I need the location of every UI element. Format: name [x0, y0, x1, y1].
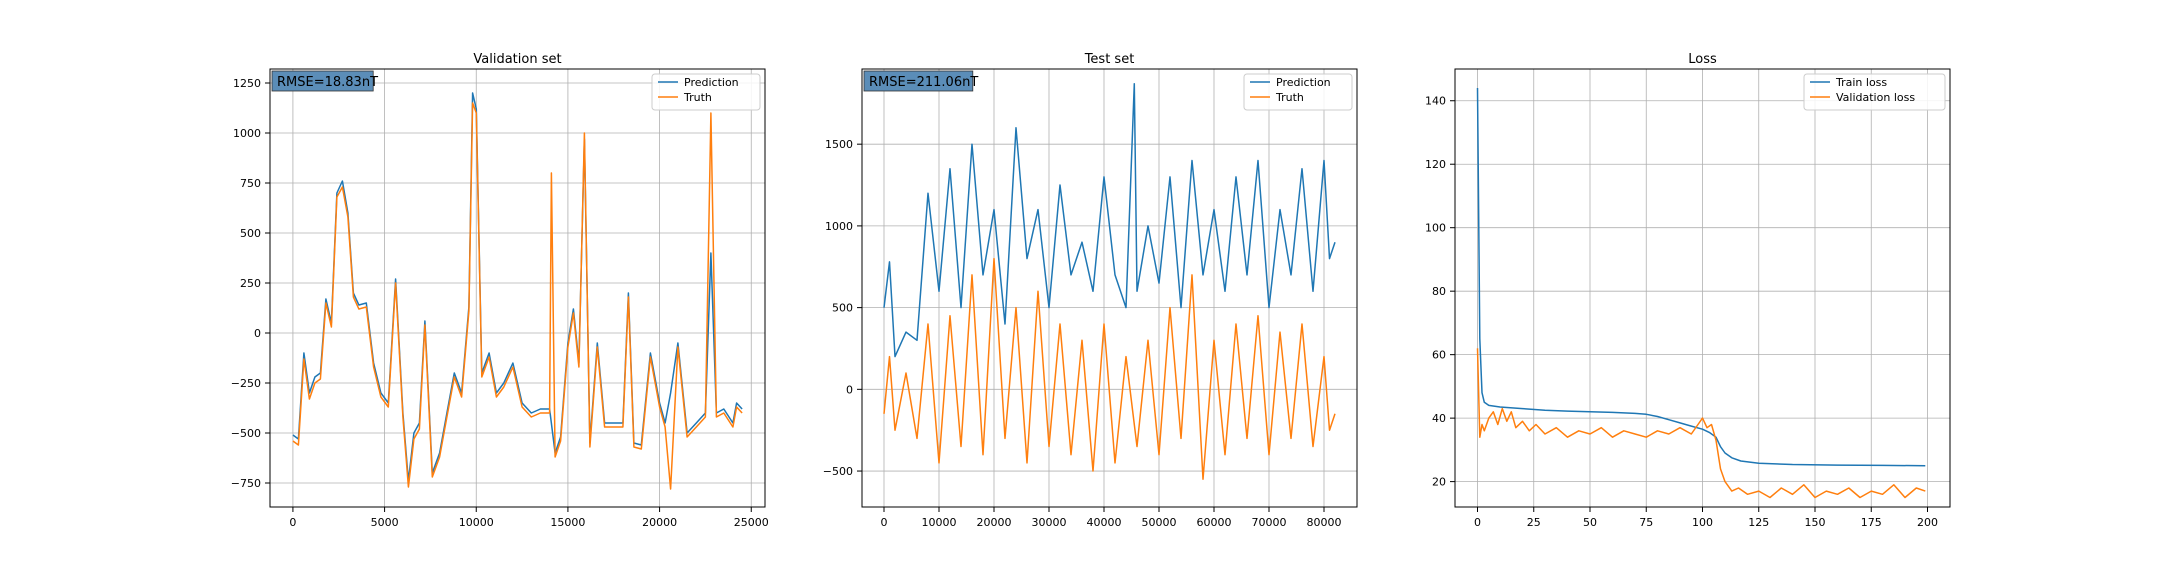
y-tick-label: 0	[846, 383, 853, 396]
x-tick-label: 150	[1805, 516, 1826, 529]
y-tick-label: 60	[1432, 349, 1446, 362]
axes-frame	[861, 68, 1358, 508]
loss-chart: 0 25 50 75 100 125 150 175 200 20 40 60 80 100 120 140 L…	[1425, 52, 1951, 529]
x-tick-label: 10000	[922, 516, 957, 529]
legend-label-prediction: Prediction	[1276, 76, 1331, 89]
y-tick-label: 40	[1432, 412, 1446, 425]
y-tick-label: 1000	[233, 127, 261, 140]
legend-label-validation-loss: Validation loss	[1836, 91, 1915, 104]
axes-frame	[269, 68, 766, 508]
y-tick-label: 1250	[233, 77, 261, 90]
x-tick-label: 200	[1917, 516, 1938, 529]
series-line-prediction	[292, 92, 743, 482]
series-line-train-loss	[1476, 87, 1926, 467]
x-tick-label: 40000	[1087, 516, 1122, 529]
series-line-truth	[292, 102, 743, 490]
legend-box	[651, 73, 761, 111]
y-tick-label: −500	[231, 427, 261, 440]
x-tick-label: 25	[1527, 516, 1541, 529]
x-tick-label: 80000	[1307, 516, 1342, 529]
y-tick-label: 20	[1432, 476, 1446, 489]
legend-label-train-loss: Train loss	[1835, 76, 1887, 89]
x-tick-label: 25000	[734, 516, 769, 529]
x-tick-label: 0	[881, 516, 888, 529]
chart-title: Validation set	[473, 52, 561, 67]
chart-title: Test set	[1084, 52, 1135, 67]
x-tick-label: 70000	[1252, 516, 1287, 529]
x-tick-label: 10000	[459, 516, 494, 529]
rmse-annotation-text: RMSE=18.83nT	[277, 75, 378, 90]
x-tick-label: 125	[1748, 516, 1769, 529]
rmse-annotation-box	[271, 70, 374, 92]
series-line-prediction	[883, 82, 1336, 358]
y-tick-label: 500	[240, 227, 261, 240]
series-line-truth	[883, 257, 1336, 480]
legend-label-truth: Truth	[1275, 91, 1304, 104]
chart-title: Loss	[1688, 52, 1717, 67]
x-tick-label: 0	[289, 516, 296, 529]
legend: Prediction Truth	[651, 73, 761, 111]
validation-set-chart: 0 5000 10000 15000 20000 25000 −750 −500 −250 0 25…	[231, 52, 769, 529]
x-tick-label: 50000	[1142, 516, 1177, 529]
x-tick-label: 0	[1474, 516, 1481, 529]
y-tick-label: 100	[1425, 222, 1446, 235]
x-tick-label: 175	[1861, 516, 1882, 529]
y-tick-label: −750	[231, 477, 261, 490]
legend-box	[1803, 73, 1946, 111]
rmse-annotation: RMSE=211.06nT	[863, 70, 978, 92]
y-tick-label: 140	[1425, 95, 1446, 108]
y-tick-label: 0	[254, 327, 261, 340]
test-set-chart: 0 10000 20000 30000 40000 50000 60000 70000 8000…	[823, 52, 1358, 529]
x-tick-label: 50	[1583, 516, 1597, 529]
series-line-validation-loss	[1476, 348, 1926, 499]
x-tick-label: 20000	[977, 516, 1012, 529]
y-tick-label: −250	[231, 377, 261, 390]
rmse-annotation: RMSE=18.83nT	[271, 70, 378, 92]
rmse-annotation-box	[863, 70, 974, 92]
rmse-annotation-text: RMSE=211.06nT	[869, 75, 978, 90]
legend-label-truth: Truth	[683, 91, 712, 104]
x-tick-label: 100	[1692, 516, 1713, 529]
y-tick-label: 80	[1432, 285, 1446, 298]
y-tick-label: 250	[240, 277, 261, 290]
x-tick-label: 60000	[1197, 516, 1232, 529]
y-tick-label: −500	[823, 465, 853, 478]
y-tick-label: 1000	[825, 220, 853, 233]
x-tick-label: 15000	[550, 516, 585, 529]
legend: Prediction Truth	[1243, 73, 1353, 111]
x-tick-label: 20000	[642, 516, 677, 529]
legend-label-prediction: Prediction	[684, 76, 739, 89]
y-tick-label: 750	[240, 177, 261, 190]
y-tick-label: 120	[1425, 158, 1446, 171]
x-tick-label: 75	[1639, 516, 1653, 529]
y-tick-label: 500	[832, 302, 853, 315]
y-tick-label: 1500	[825, 138, 853, 151]
x-tick-label: 5000	[371, 516, 399, 529]
legend: Train loss Validation loss	[1803, 73, 1946, 111]
legend-box	[1243, 73, 1353, 111]
x-tick-label: 30000	[1032, 516, 1067, 529]
